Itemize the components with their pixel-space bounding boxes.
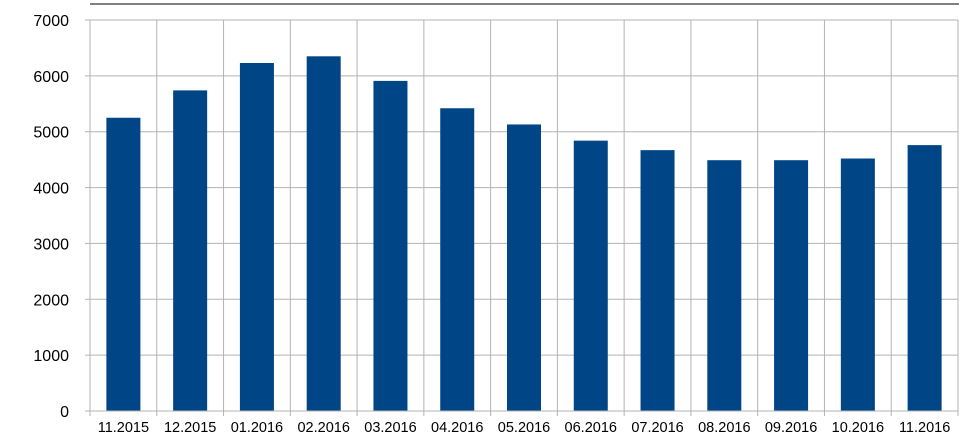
- y-tick-label: 1000: [33, 348, 69, 365]
- x-tick-label: 11.2016: [899, 420, 950, 436]
- bar: [573, 140, 608, 411]
- y-tick-label: 6000: [33, 69, 69, 86]
- bar: [239, 63, 274, 411]
- bar: [907, 145, 942, 411]
- bar: [840, 158, 875, 411]
- y-tick-label: 2000: [33, 292, 69, 309]
- y-tick-label: 0: [60, 404, 69, 421]
- x-tick-label: 06.2016: [565, 420, 617, 436]
- x-tick-label: 12.2015: [164, 420, 216, 436]
- bar: [440, 108, 475, 412]
- x-tick-label: 04.2016: [431, 420, 483, 436]
- x-tick-label: 11.2015: [98, 420, 149, 436]
- x-tick-label: 08.2016: [698, 420, 750, 436]
- x-tick-label: 02.2016: [297, 420, 349, 436]
- bar: [774, 160, 809, 411]
- bar: [640, 150, 675, 411]
- y-tick-label: 4000: [33, 181, 69, 198]
- bar: [373, 80, 408, 412]
- y-tick-label: 5000: [33, 125, 69, 142]
- bar: [507, 124, 541, 412]
- bar: [306, 56, 341, 412]
- x-tick-label: 10.2016: [832, 420, 884, 436]
- x-tick-label: 03.2016: [364, 420, 416, 436]
- y-tick-label: 3000: [33, 236, 69, 253]
- y-tick-labels: 0 1000 2000 3000 4000 5000 6000 7000: [33, 13, 69, 421]
- x-tick-label: 09.2016: [765, 420, 817, 436]
- bar: [707, 160, 742, 411]
- y-tick-label: 7000: [33, 13, 69, 30]
- x-tick-label: 01.2016: [231, 420, 283, 436]
- axes: [85, 19, 958, 416]
- bar-series: [106, 56, 942, 412]
- bar: [173, 90, 208, 411]
- x-tick-label: 05.2016: [498, 420, 550, 436]
- x-tick-label: 07.2016: [631, 420, 683, 436]
- bar: [106, 117, 141, 411]
- x-tick-labels: 11.2015 12.2015 01.2016 02.2016 03.2016 04.20…: [98, 420, 951, 436]
